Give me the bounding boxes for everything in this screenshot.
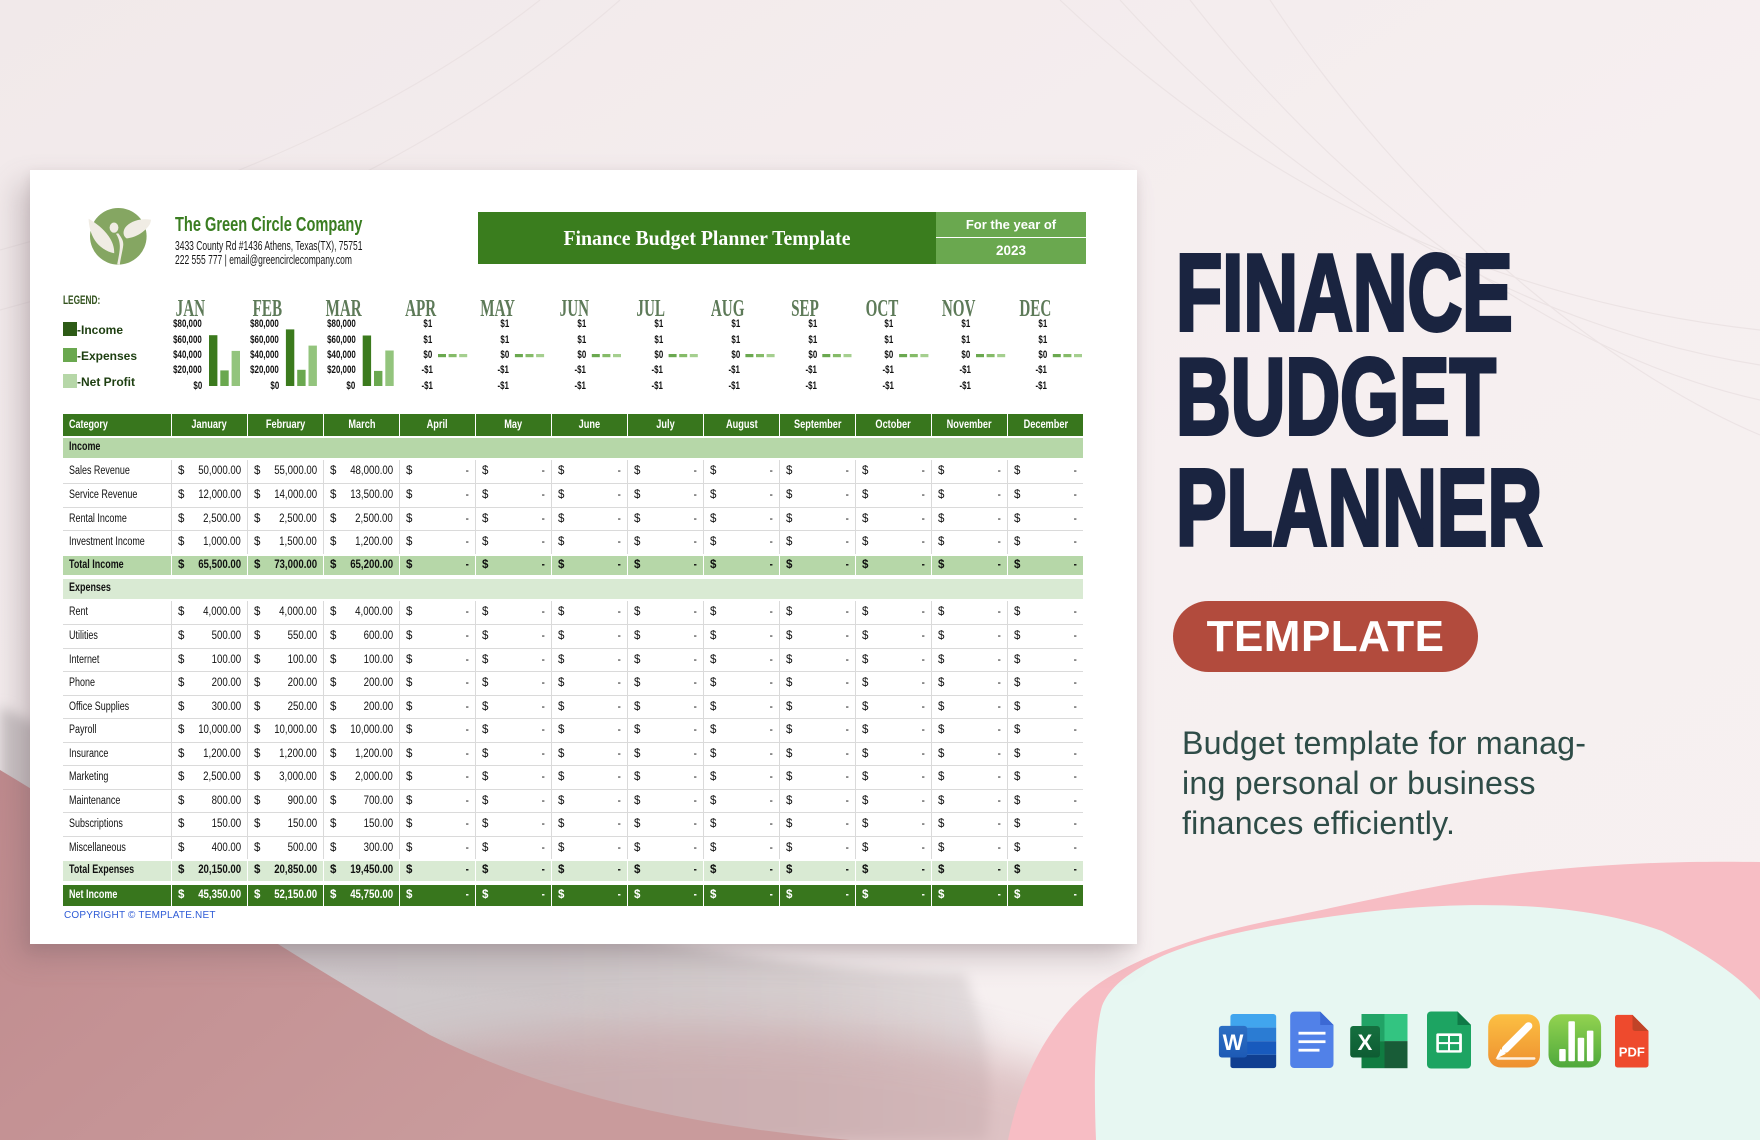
- svg-text:W: W: [1223, 1030, 1244, 1055]
- svg-text:X: X: [1358, 1030, 1373, 1055]
- svg-text:PDF: PDF: [1619, 1045, 1645, 1060]
